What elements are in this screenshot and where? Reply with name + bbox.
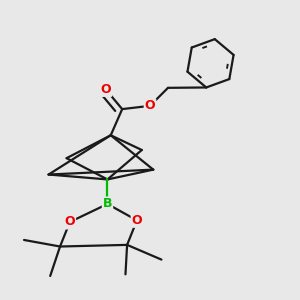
Text: B: B	[103, 197, 112, 211]
Text: O: O	[145, 99, 155, 112]
Text: O: O	[132, 214, 142, 227]
Text: O: O	[100, 83, 111, 96]
Text: O: O	[64, 215, 75, 229]
